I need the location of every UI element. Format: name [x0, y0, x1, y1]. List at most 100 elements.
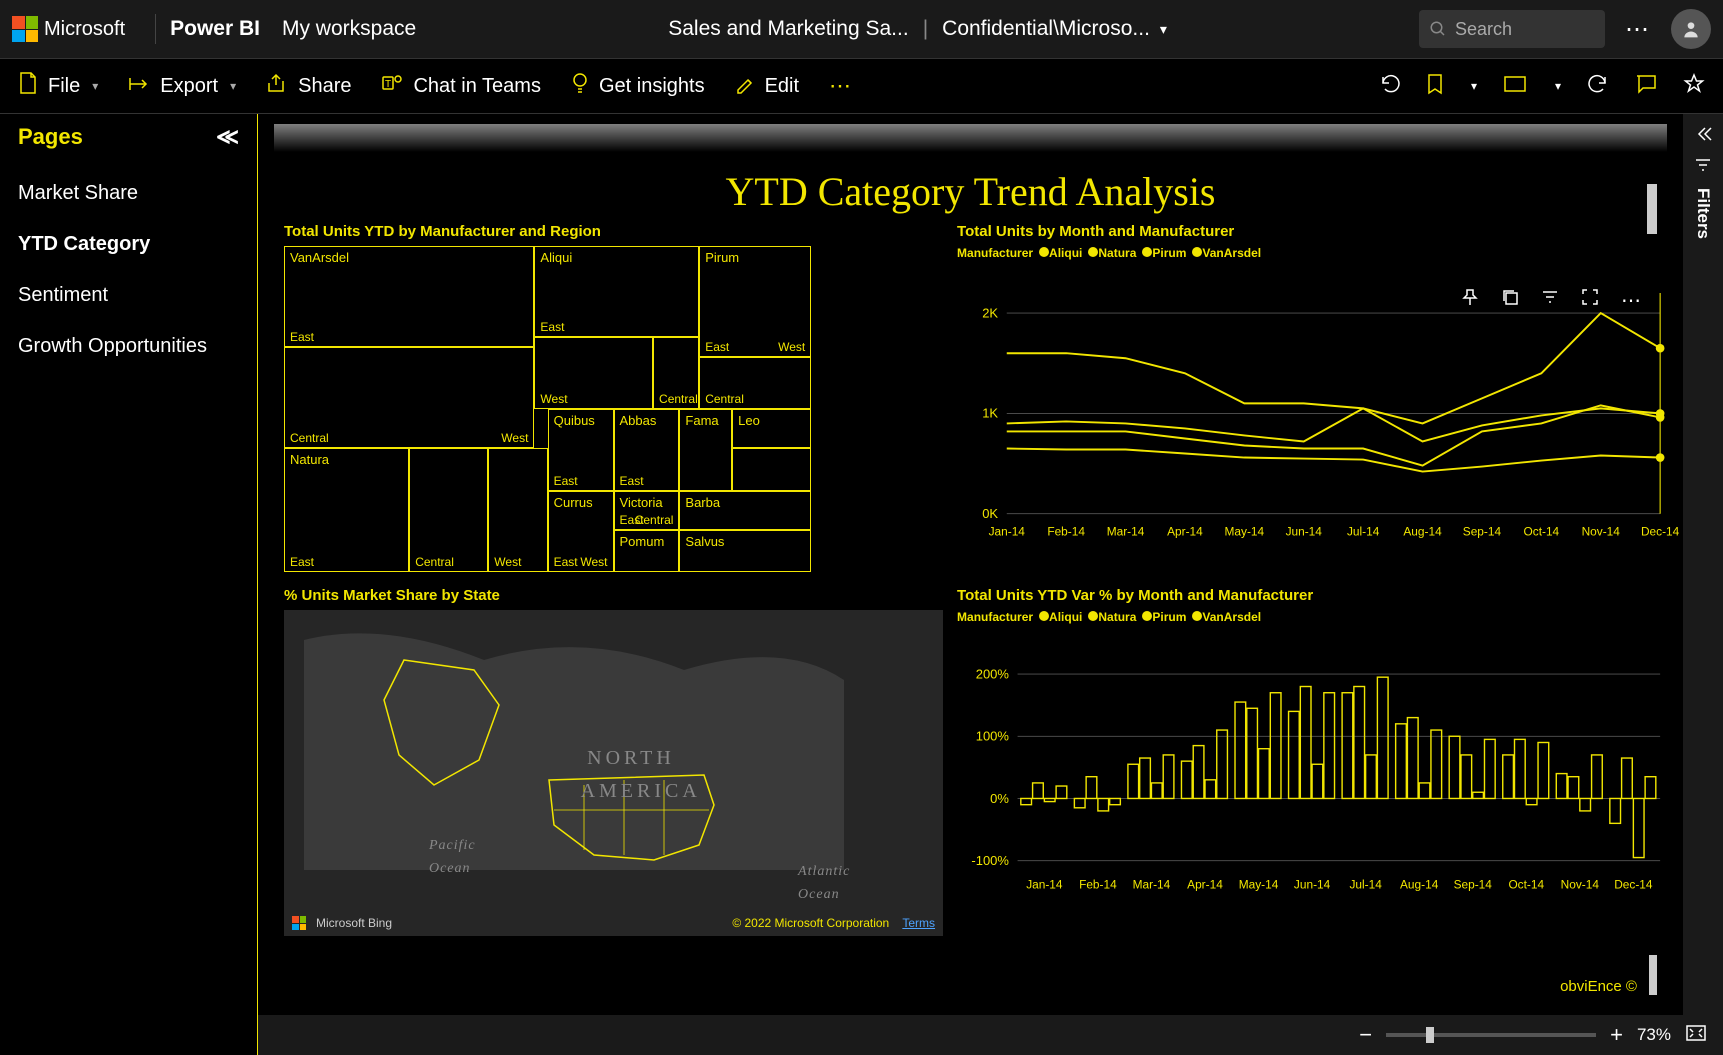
more-icon[interactable]: ⋯	[829, 73, 853, 99]
svg-text:Jul-14: Jul-14	[1349, 878, 1382, 892]
more-icon[interactable]: ⋯	[1625, 15, 1651, 44]
treemap-cell[interactable]: Leo	[732, 409, 811, 448]
barchart-visual[interactable]: Total Units YTD Var % by Month and Manuf…	[957, 587, 1671, 937]
treemap-cell[interactable]: VanArsdelEast	[284, 246, 534, 347]
legend-item[interactable]: Pirum	[1152, 610, 1186, 624]
comment-icon[interactable]	[1635, 74, 1657, 99]
treemap-cell[interactable]: Central	[699, 357, 811, 409]
barchart-title: Total Units YTD Var % by Month and Manuf…	[957, 587, 1671, 604]
ms-logo	[12, 16, 38, 42]
map-visual[interactable]: % Units Market Share by State	[284, 587, 943, 937]
chat-teams-button[interactable]: T Chat in Teams	[381, 73, 540, 99]
treemap-cell[interactable]: Fama	[679, 409, 732, 491]
scrollbar-thumb[interactable]	[1649, 955, 1657, 995]
legend-item[interactable]: Natura	[1098, 246, 1136, 260]
reset-icon[interactable]	[1379, 73, 1401, 100]
edit-button[interactable]: Edit	[735, 73, 799, 99]
lightbulb-icon	[571, 72, 589, 100]
zoom-slider[interactable]	[1386, 1033, 1596, 1037]
scrollbar-thumb[interactable]	[1647, 184, 1657, 234]
treemap-cell[interactable]: VictoriaEastCentral	[614, 491, 680, 530]
sensitivity-label[interactable]: Confidential\Microso...	[942, 17, 1150, 41]
menubar: File ▾ Export ▾ Share T Chat in Teams Ge…	[0, 58, 1723, 114]
bookmark-icon[interactable]	[1427, 73, 1443, 100]
report-name[interactable]: Sales and Marketing Sa...	[668, 17, 908, 41]
treemap-cell[interactable]: PirumEastWest	[699, 246, 811, 357]
share-button[interactable]: Share	[266, 73, 351, 99]
file-menu[interactable]: File ▾	[18, 71, 98, 101]
filter-icon[interactable]	[1541, 288, 1559, 313]
treemap-cell[interactable]: Barba	[679, 491, 811, 530]
workspace-link[interactable]: My workspace	[282, 17, 416, 41]
treemap-visual[interactable]: Total Units YTD by Manufacturer and Regi…	[284, 223, 943, 573]
linechart-visual[interactable]: Total Units by Month and Manufacturer Ma…	[957, 223, 1671, 573]
global-header: Microsoft Power BI My workspace Sales an…	[0, 0, 1723, 58]
zoom-out-button[interactable]: −	[1359, 1022, 1372, 1048]
view-icon[interactable]	[1503, 75, 1527, 98]
pin-icon[interactable]	[1461, 288, 1479, 313]
treemap-cell[interactable]: CurrusEastWest	[548, 491, 614, 573]
page-item[interactable]: Growth Opportunities	[0, 321, 257, 372]
refresh-icon[interactable]	[1587, 73, 1609, 100]
page-item[interactable]: YTD Category	[0, 219, 257, 270]
zoom-in-button[interactable]: +	[1610, 1022, 1623, 1048]
chevron-down-icon[interactable]: ▾	[1160, 21, 1167, 38]
avatar[interactable]	[1671, 9, 1711, 49]
export-menu[interactable]: Export ▾	[128, 75, 236, 98]
treemap-cell[interactable]: West	[534, 337, 653, 409]
svg-text:Jul-14: Jul-14	[1347, 524, 1380, 538]
chevron-down-icon[interactable]: ▾	[1555, 79, 1561, 93]
svg-text:Nov-14: Nov-14	[1561, 878, 1600, 892]
treemap-title: Total Units YTD by Manufacturer and Regi…	[284, 223, 943, 240]
copy-icon[interactable]	[1501, 288, 1519, 313]
treemap-cell[interactable]: Central	[653, 337, 699, 409]
terms-link[interactable]: Terms	[902, 916, 935, 930]
legend-marker	[1142, 247, 1152, 257]
legend-item[interactable]: VanArsdel	[1202, 610, 1261, 624]
treemap-cell[interactable]: AbbasEast	[614, 409, 680, 491]
treemap-cell[interactable]: Salvus	[679, 530, 811, 572]
visual-header: ⋯	[1461, 288, 1641, 313]
legend-item[interactable]: VanArsdel	[1202, 246, 1261, 260]
svg-text:Jan-14: Jan-14	[1026, 878, 1063, 892]
star-icon[interactable]	[1683, 73, 1705, 100]
filters-pane[interactable]: Filters	[1683, 114, 1723, 1015]
legend-item[interactable]: Natura	[1098, 610, 1136, 624]
expand-icon[interactable]	[1693, 126, 1713, 142]
watermark: obviEnce ©	[1560, 978, 1637, 995]
svg-text:Mar-14: Mar-14	[1107, 524, 1145, 538]
map-label-na2: AMERICA	[581, 780, 701, 803]
page-item[interactable]: Market Share	[0, 168, 257, 219]
search-placeholder: Search	[1455, 19, 1512, 40]
treemap-cell[interactable]: QuibusEast	[548, 409, 614, 491]
treemap-cell[interactable]: West	[488, 448, 547, 572]
insights-button[interactable]: Get insights	[571, 72, 705, 100]
focus-icon[interactable]	[1581, 288, 1599, 313]
collapse-icon[interactable]: ≪	[216, 124, 239, 150]
svg-text:Oct-14: Oct-14	[1508, 878, 1544, 892]
treemap-cell[interactable]: CentralWest	[284, 347, 534, 448]
legend-item[interactable]: Aliqui	[1049, 610, 1082, 624]
svg-text:Dec-14: Dec-14	[1614, 878, 1653, 892]
treemap-cell[interactable]: NaturaEast	[284, 448, 409, 572]
svg-text:T: T	[385, 79, 391, 90]
legend-item[interactable]: Aliqui	[1049, 246, 1082, 260]
treemap-cell[interactable]: Pomum	[614, 530, 680, 572]
legend-marker	[1088, 247, 1098, 257]
top-glow	[274, 124, 1667, 152]
page-item[interactable]: Sentiment	[0, 270, 257, 321]
svg-text:Jun-14: Jun-14	[1294, 878, 1331, 892]
treemap-cell[interactable]	[732, 448, 811, 490]
fit-page-icon[interactable]	[1685, 1024, 1707, 1047]
more-icon[interactable]: ⋯	[1621, 288, 1641, 313]
file-label: File	[48, 75, 80, 98]
svg-text:Sep-14: Sep-14	[1463, 524, 1502, 538]
map-box: NORTH AMERICA Pacific Ocean Atlantic Oce…	[284, 610, 943, 936]
search-input[interactable]: Search	[1419, 10, 1605, 48]
legend-marker	[1039, 247, 1049, 257]
treemap-cell[interactable]: Central	[409, 448, 488, 572]
treemap-cell[interactable]: AliquiEast	[534, 246, 699, 337]
person-icon	[1681, 19, 1701, 39]
chevron-down-icon[interactable]: ▾	[1471, 79, 1477, 93]
legend-item[interactable]: Pirum	[1152, 246, 1186, 260]
